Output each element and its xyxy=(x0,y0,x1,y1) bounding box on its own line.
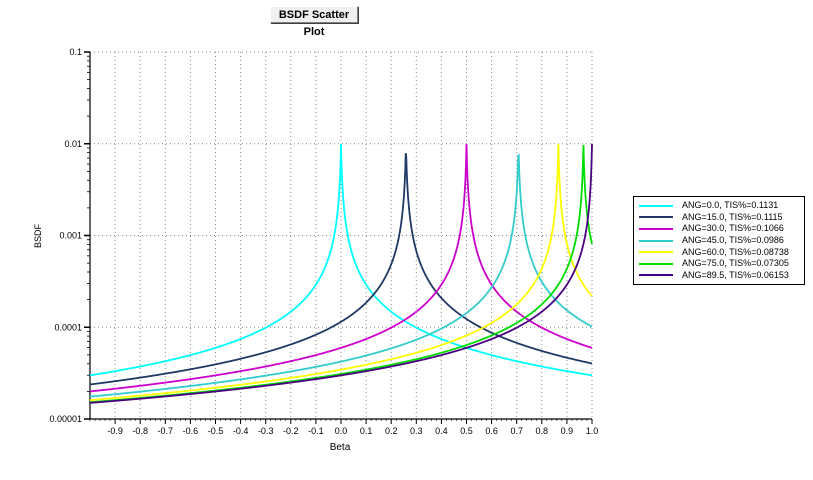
x-tick-label: -0.5 xyxy=(208,426,224,436)
y-tick-label: 0.0001 xyxy=(54,322,82,332)
legend-item: ANG=45.0, TIS%=0.0986 xyxy=(634,235,804,247)
legend-item: ANG=30.0, TIS%=0.1066 xyxy=(634,223,804,235)
y-tick-label: 0.001 xyxy=(59,231,82,241)
x-tick-label: 0.3 xyxy=(410,426,423,436)
y-axis-label: BSDF xyxy=(33,224,43,249)
legend-swatch xyxy=(639,251,673,254)
x-tick-label: -0.7 xyxy=(158,426,174,436)
x-tick-label: 0.0 xyxy=(335,426,348,436)
legend-swatch xyxy=(639,216,673,219)
x-tick-label: -0.2 xyxy=(283,426,299,436)
series-line-3 xyxy=(89,153,593,398)
axis-labels: Beta BSDF xyxy=(33,224,351,453)
series-line-0 xyxy=(89,143,593,377)
legend-swatch xyxy=(639,227,673,230)
x-tick-label: -0.3 xyxy=(258,426,274,436)
legend-item: ANG=60.0, TIS%=0.08738 xyxy=(634,246,804,258)
legend-item: ANG=15.0, TIS%=0.1115 xyxy=(634,212,804,224)
legend-swatch xyxy=(639,262,673,265)
axes: -0.9 -0.8 -0.7 -0.6 -0.5 -0.4 -0.3 -0.2 -0.1 0.0 0… xyxy=(49,47,598,436)
legend-swatch xyxy=(639,204,673,207)
legend-label: ANG=30.0, TIS%=0.1066 xyxy=(682,223,784,234)
x-tick-label: 0.9 xyxy=(561,426,574,436)
x-tick-label: -0.1 xyxy=(308,426,324,436)
legend-swatch xyxy=(639,274,673,277)
series-line-1 xyxy=(89,153,593,386)
legend-label: ANG=15.0, TIS%=0.1115 xyxy=(682,211,783,222)
series-line-6 xyxy=(89,143,593,404)
y-tick-label: 0.1 xyxy=(69,47,82,57)
x-tick-label: 1.0 xyxy=(586,426,599,436)
x-tick-label: 0.7 xyxy=(510,426,523,436)
series-line-2 xyxy=(89,143,593,393)
x-tick-label: -0.8 xyxy=(132,426,148,436)
y-tick-label: 0.01 xyxy=(64,139,82,149)
y-tick-label: 0.00001 xyxy=(49,414,82,424)
legend-item: ANG=89.5, TIS%=0.06153 xyxy=(634,270,804,282)
x-tick-label: -0.9 xyxy=(107,426,123,436)
legend-swatch xyxy=(639,239,673,242)
legend-label: ANG=60.0, TIS%=0.08738 xyxy=(682,246,789,257)
x-tick-label: 0.8 xyxy=(536,426,549,436)
x-tick-label: 0.5 xyxy=(460,426,473,436)
legend-label: ANG=75.0, TIS%=0.07305 xyxy=(682,258,789,269)
legend-item: ANG=75.0, TIS%=0.07305 xyxy=(634,258,804,270)
series-line-4 xyxy=(89,143,593,402)
x-tick-label: 0.1 xyxy=(360,426,373,436)
x-axis-label: Beta xyxy=(330,442,351,453)
x-tick-label: 0.4 xyxy=(435,426,448,436)
series-lines xyxy=(89,143,593,404)
legend-label: ANG=0.0, TIS%=0.1131 xyxy=(682,200,779,211)
x-tick-label: -0.4 xyxy=(233,426,249,436)
x-tick-label: 0.6 xyxy=(485,426,498,436)
x-tick-label: -0.6 xyxy=(183,426,199,436)
grid-lines xyxy=(90,51,593,420)
chart-title-button[interactable]: BSDF Scatter Plot xyxy=(270,6,358,38)
x-tick-label: 0.2 xyxy=(385,426,398,436)
legend: ANG=0.0, TIS%=0.1131 ANG=15.0, TIS%=0.111… xyxy=(633,196,805,285)
legend-item: ANG=0.0, TIS%=0.1131 xyxy=(634,200,804,212)
legend-label: ANG=45.0, TIS%=0.0986 xyxy=(682,235,784,246)
legend-label: ANG=89.5, TIS%=0.06153 xyxy=(682,269,789,280)
